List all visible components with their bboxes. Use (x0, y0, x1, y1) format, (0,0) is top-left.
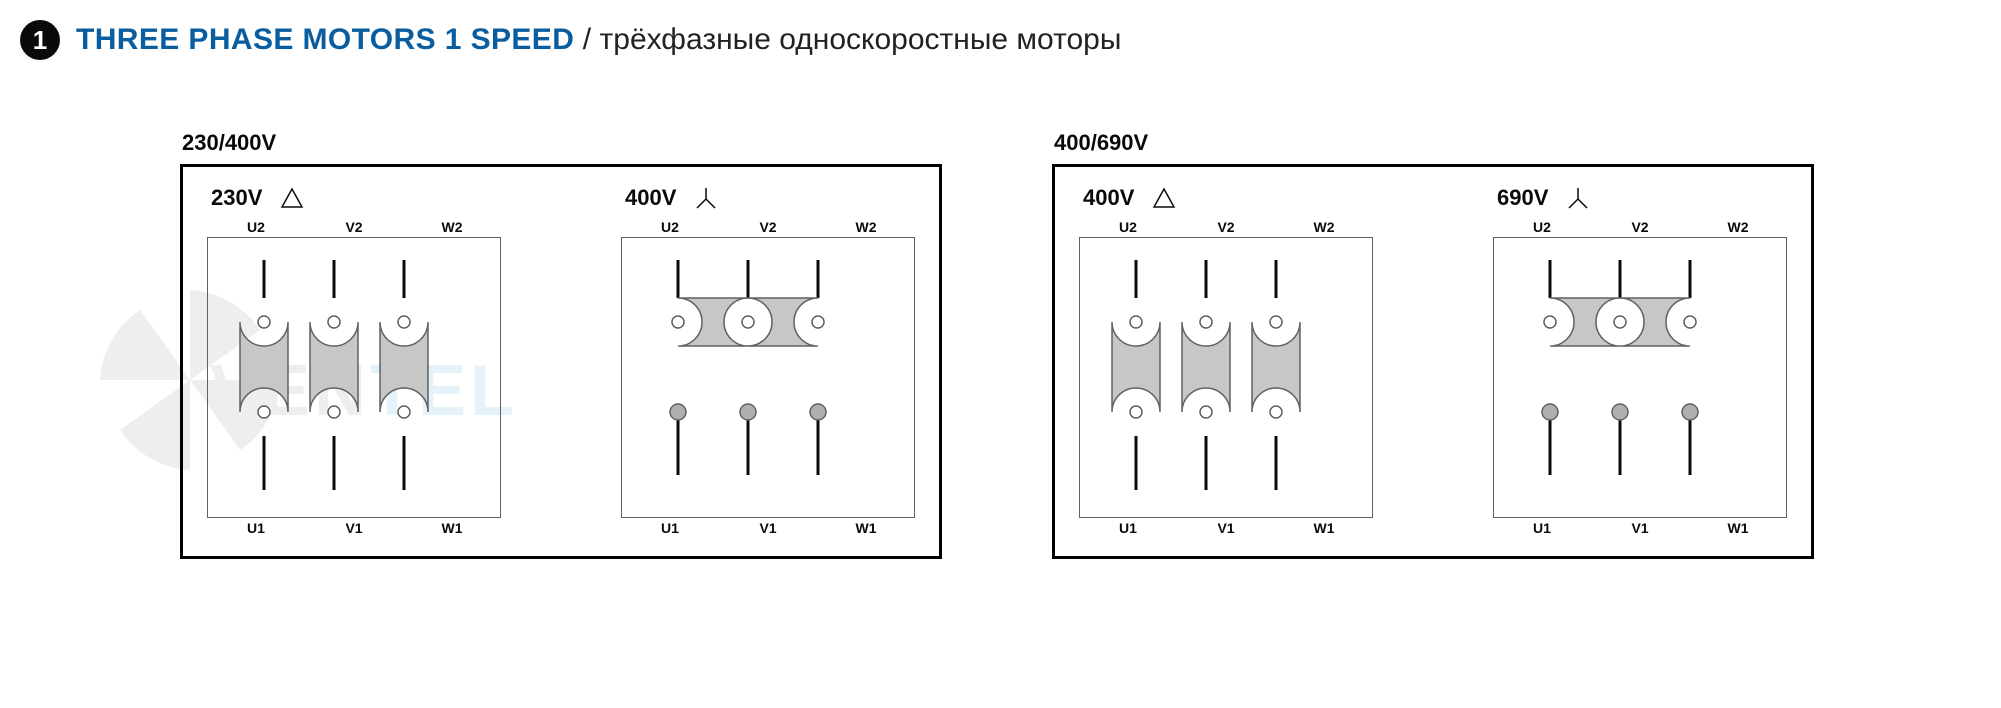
title-separator: / (583, 23, 591, 56)
bottom-terminal-label-1: V1 (1206, 520, 1246, 536)
bottom-terminal-label-2: W1 (846, 520, 886, 536)
section-title: THREE PHASE MOTORS 1 SPEED / трёхфазные … (76, 23, 1121, 57)
top-terminal-label-0: U2 (650, 219, 690, 235)
bottom-terminal-label-1: V1 (748, 520, 788, 536)
top-terminal-label-0: U2 (1108, 219, 1148, 235)
bottom-terminal-label: U1 V1 W1 (621, 520, 915, 536)
top-terminal-label-2: W2 (846, 219, 886, 235)
title-russian: трёхфазные односкоростные моторы (600, 23, 1122, 56)
bottom-terminal-label-2: W1 (1304, 520, 1344, 536)
top-terminal-label: U2 V2 W2 (207, 219, 501, 235)
wiring-diagram: 230V U2 V2 W2 U1 V1 W1 (207, 185, 501, 536)
top-terminal-label: U2 V2 W2 (1079, 219, 1373, 235)
diagram-header: 690V (1497, 185, 1787, 211)
wiring-svg (224, 260, 484, 490)
bottom-terminal-label-0: U1 (1108, 520, 1148, 536)
wiring-svg (1510, 260, 1770, 490)
top-terminal-label-0: U2 (1522, 219, 1562, 235)
wiring-diagram: 690V U2 V2 W2 U1 V1 W1 (1493, 185, 1787, 536)
diagram-header: 230V (211, 185, 501, 211)
voltage-group: 230/400V 230V U2 V2 W2 U1 V1 W1 400V U2 V2 W2 (180, 130, 942, 559)
bottom-terminal-label: U1 V1 W1 (1079, 520, 1373, 536)
bottom-terminal-label: U1 V1 W1 (207, 520, 501, 536)
terminal-box (1493, 237, 1787, 518)
top-terminal-label-2: W2 (1718, 219, 1758, 235)
voltage-group-label: 230/400V (182, 130, 942, 156)
wiring-diagram: 400V U2 V2 W2 U1 V1 W1 (1079, 185, 1373, 536)
section-header: 1 THREE PHASE MOTORS 1 SPEED / трёхфазны… (20, 20, 1981, 60)
diagram-voltage: 230V (211, 185, 262, 211)
bottom-terminal-label-0: U1 (236, 520, 276, 536)
diagram-header: 400V (625, 185, 915, 211)
section-number-badge: 1 (20, 20, 60, 60)
diagram-panel: 400V U2 V2 W2 U1 V1 W1 690V U2 V2 W2 U1 V1 W1 (1052, 164, 1814, 559)
diagram-voltage: 400V (625, 185, 676, 211)
diagram-panel: 230V U2 V2 W2 U1 V1 W1 400V U2 V2 W2 U1 V1 W1 (180, 164, 942, 559)
bottom-terminal-label-1: V1 (1620, 520, 1660, 536)
terminal-box (207, 237, 501, 518)
top-terminal-label-0: U2 (236, 219, 276, 235)
bottom-terminal-label: U1 V1 W1 (1493, 520, 1787, 536)
section-number: 1 (33, 25, 47, 56)
diagram-header: 400V (1083, 185, 1373, 211)
star-icon (694, 186, 718, 210)
delta-icon (1152, 186, 1176, 210)
bottom-terminal-label-0: U1 (650, 520, 690, 536)
terminal-box (1079, 237, 1373, 518)
top-terminal-label-2: W2 (432, 219, 472, 235)
top-terminal-label: U2 V2 W2 (621, 219, 915, 235)
bottom-terminal-label-0: U1 (1522, 520, 1562, 536)
diagram-groups: 230/400V 230V U2 V2 W2 U1 V1 W1 400V U2 V2 W2 (20, 130, 1981, 559)
top-terminal-label-1: V2 (334, 219, 374, 235)
star-icon (1566, 186, 1590, 210)
wiring-diagram: 400V U2 V2 W2 U1 V1 W1 (621, 185, 915, 536)
wiring-svg (1096, 260, 1356, 490)
bottom-terminal-label-2: W1 (432, 520, 472, 536)
top-terminal-label-1: V2 (1620, 219, 1660, 235)
top-terminal-label-1: V2 (1206, 219, 1246, 235)
top-terminal-label-1: V2 (748, 219, 788, 235)
diagram-voltage: 400V (1083, 185, 1134, 211)
title-english: THREE PHASE MOTORS 1 SPEED (76, 23, 574, 56)
top-terminal-label: U2 V2 W2 (1493, 219, 1787, 235)
terminal-box (621, 237, 915, 518)
delta-icon (280, 186, 304, 210)
bottom-terminal-label-1: V1 (334, 520, 374, 536)
top-terminal-label-2: W2 (1304, 219, 1344, 235)
wiring-svg (638, 260, 898, 490)
bottom-terminal-label-2: W1 (1718, 520, 1758, 536)
diagram-voltage: 690V (1497, 185, 1548, 211)
voltage-group-label: 400/690V (1054, 130, 1814, 156)
voltage-group: 400/690V 400V U2 V2 W2 U1 V1 W1 690V U2 V2 W2 (1052, 130, 1814, 559)
